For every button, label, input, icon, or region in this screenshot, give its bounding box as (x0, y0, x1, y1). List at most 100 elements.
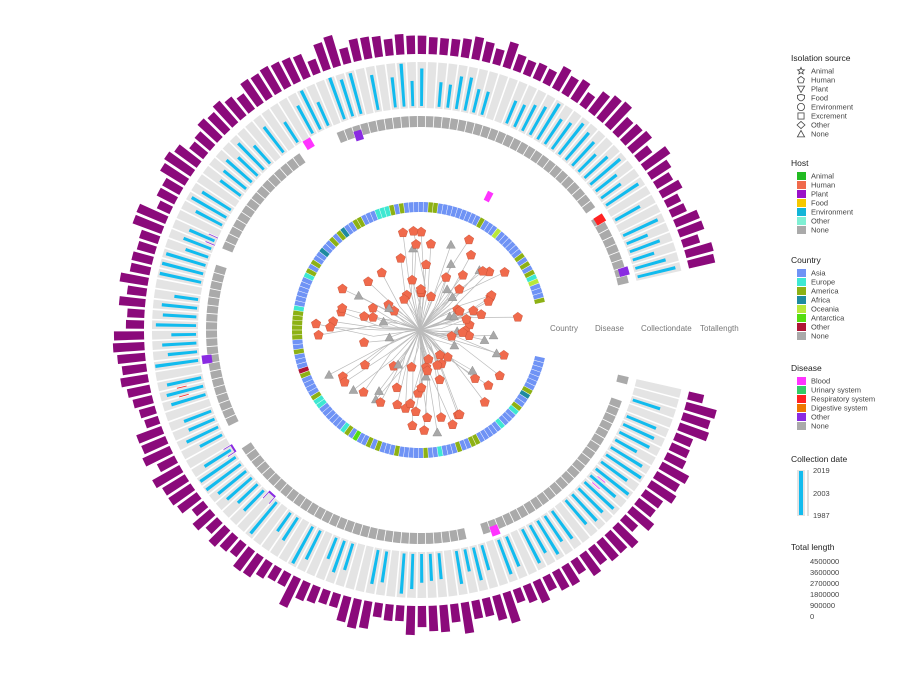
collection-date-bar (564, 499, 588, 526)
total-length-bar (460, 601, 475, 634)
disease-cell (457, 528, 467, 541)
tree-branch (419, 329, 504, 356)
disease-cell (608, 251, 622, 263)
collection-date-bg (186, 438, 230, 469)
tip-marker-human (454, 409, 465, 419)
country-cell (294, 300, 306, 307)
country-cell (472, 215, 481, 226)
collection-date-bg (486, 539, 509, 586)
ring-label-total-length: Totallength (700, 324, 739, 333)
total-length-bar (647, 159, 672, 180)
tip-marker-human (454, 305, 465, 316)
country-cell (374, 208, 383, 220)
disease-cell (401, 116, 410, 128)
collection-date-bar (249, 501, 278, 535)
country-cell (529, 283, 541, 291)
tip-marker-none (384, 332, 395, 342)
country-cell (487, 424, 498, 435)
collection-date-bg (375, 64, 391, 112)
country-cell (310, 259, 322, 269)
disease-cell (543, 159, 556, 174)
country-cell (336, 230, 347, 241)
collection-date-bar (185, 425, 219, 444)
tree-branch (381, 272, 421, 331)
country-cell (292, 310, 304, 317)
disease-cell (229, 226, 243, 239)
country-cell (519, 261, 531, 270)
collection-date-bar (505, 100, 518, 124)
country-cell (398, 446, 405, 457)
tip-marker-human (416, 226, 427, 237)
tree-branch (333, 321, 421, 331)
disease-cell (616, 374, 629, 385)
tip-marker-human (446, 331, 457, 341)
collection-date-bar (410, 80, 415, 107)
collection-date-bar (536, 519, 560, 555)
disease-cell (516, 505, 529, 519)
tip-marker-human (359, 359, 370, 370)
tree-branch (413, 244, 421, 331)
total-length-bar (502, 41, 519, 70)
disease-cell (314, 506, 326, 520)
collection-date-bar (571, 493, 598, 522)
disease-cell (329, 513, 341, 527)
legend-host-swatch (797, 217, 806, 225)
country-cell (384, 443, 392, 455)
country-cell (528, 278, 539, 287)
disease-highlight (353, 129, 364, 142)
country-cell (301, 375, 313, 383)
collection-date-bar (339, 79, 355, 117)
tip-marker-human (512, 311, 523, 322)
tree-branch (419, 296, 432, 331)
collection-date-bar (283, 121, 299, 144)
disease-cell (274, 478, 287, 492)
total-length-bar (125, 319, 145, 329)
tip-marker-human (397, 227, 408, 238)
total-length-bar (405, 605, 416, 636)
country-cell (370, 438, 378, 450)
total-length-bar (687, 391, 705, 404)
tree-branch (364, 329, 421, 343)
collection-date-bar (472, 547, 483, 581)
collection-date-bar (637, 266, 676, 279)
total-length-bar (270, 61, 292, 90)
disease-cell (268, 472, 281, 486)
ring-label-disease: Disease (595, 324, 624, 333)
disease-cell (246, 448, 260, 462)
collection-date-bar (454, 76, 464, 110)
country-cell (299, 370, 311, 379)
disease-cell (368, 526, 378, 540)
total-length-bar (673, 432, 694, 448)
disease-cell (274, 168, 287, 182)
tip-marker-human (454, 283, 465, 294)
country-cell (325, 240, 336, 251)
collection-date-bar (195, 209, 223, 227)
collection-date-bar (316, 101, 330, 127)
square-icon (797, 112, 805, 120)
country-cell (454, 207, 463, 219)
country-cell (325, 409, 336, 420)
legend-country-swatch (797, 332, 806, 340)
tree-branch (419, 329, 438, 366)
tip-marker-human (416, 382, 427, 393)
legend-country-swatch (797, 305, 806, 313)
total-length-bar (156, 455, 179, 473)
total-length-bar (428, 605, 439, 632)
total-length-bar (139, 229, 161, 245)
total-length-bar (281, 57, 301, 85)
disease-cell (286, 158, 300, 172)
total-length-bar (112, 342, 145, 353)
collection-date-bar (605, 453, 642, 480)
legend-host-item: Human (811, 181, 835, 190)
disease-cell (409, 532, 418, 544)
total-length-bar (212, 100, 239, 128)
country-cell (292, 315, 303, 321)
total-length-bar (127, 308, 145, 318)
country-cell (356, 432, 366, 444)
country-cell (498, 415, 509, 426)
collection-date-bar (626, 414, 657, 430)
legend-disease-title: Disease (791, 363, 822, 373)
legend-host-item: Plant (811, 190, 829, 199)
country-cell (361, 214, 370, 226)
country-cell (423, 447, 429, 458)
